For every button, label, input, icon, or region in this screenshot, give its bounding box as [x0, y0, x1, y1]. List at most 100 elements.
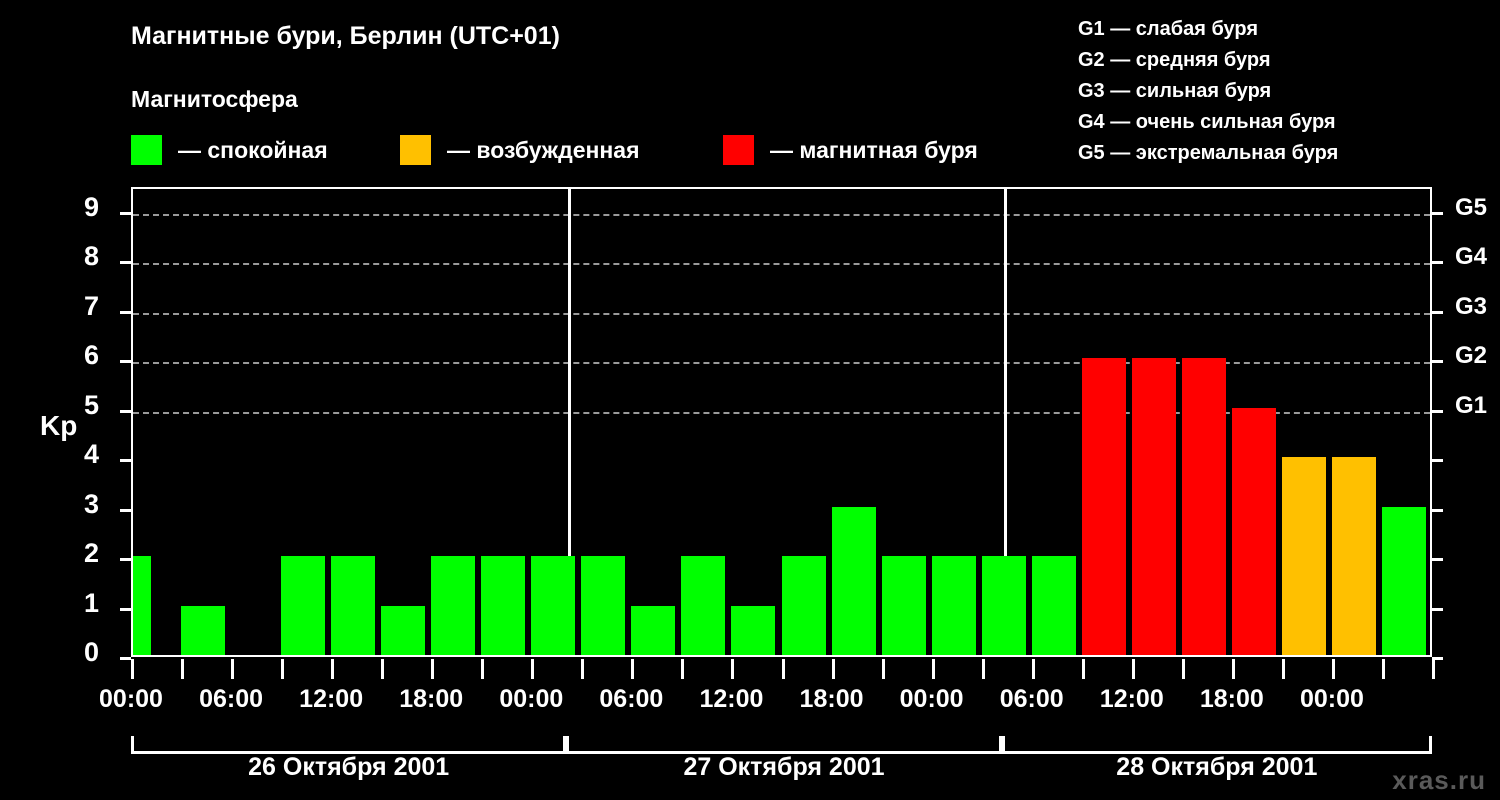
y-tick-label: 9 — [83, 191, 99, 222]
x-tick — [1131, 659, 1135, 679]
bar-kp-4 — [1281, 457, 1326, 655]
x-tick-label: 18:00 — [799, 685, 864, 713]
y-tick-8 — [120, 261, 131, 265]
x-tick-label: 00:00 — [99, 685, 163, 713]
x-tick — [331, 659, 335, 679]
right-tick-5 — [1432, 409, 1443, 413]
gridline-kp-7 — [133, 312, 1430, 315]
bar-kp-2 — [981, 556, 1026, 655]
y-tick-label: 8 — [83, 241, 99, 272]
day-label: 27 Октября 2001 — [683, 753, 885, 781]
g-axis-label-G5: G5 — [1455, 193, 1488, 221]
day-bracket-3 — [1001, 736, 1432, 754]
x-tick — [131, 659, 134, 679]
y-tick-1 — [120, 607, 131, 611]
x-tick-label: 18:00 — [1199, 685, 1264, 713]
bar-kp-2 — [581, 556, 626, 655]
bar-kp-1 — [731, 605, 776, 655]
section-subtitle: Магнитосфера — [131, 86, 298, 112]
right-tick-4 — [1432, 459, 1443, 463]
x-tick — [231, 659, 235, 679]
x-tick — [1381, 659, 1385, 679]
plot-area — [131, 187, 1432, 657]
x-tick-label: 00:00 — [899, 685, 964, 713]
gridline-kp-9 — [133, 213, 1430, 216]
bar-kp-5 — [1231, 407, 1276, 655]
x-tick — [731, 659, 735, 679]
right-tick-1 — [1432, 607, 1443, 611]
bar-kp-2 — [531, 556, 576, 655]
g-axis-label-G1: G1 — [1455, 391, 1488, 419]
right-tick-9 — [1432, 211, 1443, 215]
bar-kp-6 — [1181, 358, 1226, 655]
x-tick — [681, 659, 685, 679]
day-bracket-1 — [131, 736, 567, 754]
x-tick — [481, 659, 485, 679]
bar-series — [133, 189, 1430, 655]
g-scale-row-4: G4 — очень сильная буря — [1078, 111, 1336, 133]
x-tick-label: 00:00 — [1299, 685, 1364, 713]
legend-item-active: — возбужденная — [400, 135, 640, 165]
x-tick-label: 18:00 — [399, 685, 464, 713]
legend-swatch-active-icon — [400, 135, 431, 165]
right-tick-3 — [1432, 508, 1443, 512]
x-tick — [431, 659, 435, 679]
x-tick — [581, 659, 585, 679]
x-tick — [1281, 659, 1285, 679]
y-tick-5 — [120, 409, 131, 413]
day-label: 26 Октября 2001 — [248, 753, 450, 781]
day-bracket-2 — [566, 736, 1002, 754]
y-tick-label: 1 — [83, 587, 99, 618]
y-tick-label: 0 — [83, 637, 99, 667]
bar-kp-2 — [931, 556, 976, 655]
x-tick — [931, 659, 935, 679]
bar-kp-2 — [431, 556, 476, 655]
legend-item-quiet: — спокойная — [131, 135, 328, 165]
bar-kp-2 — [1031, 556, 1076, 655]
y-tick-label: 3 — [83, 488, 99, 519]
y-tick-label: 7 — [83, 290, 99, 321]
right-tick-0 — [1432, 657, 1443, 660]
x-tick-label: 00:00 — [499, 685, 564, 713]
y-tick-label: 2 — [83, 538, 99, 569]
bar-kp-4 — [1331, 457, 1376, 655]
bar-kp-1 — [631, 605, 676, 655]
day-label: 28 Октября 2001 — [1116, 753, 1318, 781]
y-tick-9 — [120, 211, 131, 215]
x-tick — [631, 659, 635, 679]
g-axis-label-G2: G2 — [1455, 342, 1488, 370]
y-tick-2 — [120, 558, 131, 562]
x-tick-label: 12:00 — [299, 685, 364, 713]
x-tick — [381, 659, 385, 679]
bar-kp-2 — [481, 556, 526, 655]
g-axis-label-G3: G3 — [1455, 292, 1488, 320]
legend-label: — магнитная буря — [770, 136, 978, 163]
day-separator-2 — [1003, 189, 1007, 655]
bar-kp-2 — [133, 556, 152, 655]
bar-kp-6 — [1081, 358, 1126, 655]
x-tick-label: 12:00 — [1099, 685, 1164, 713]
day-separator-1 — [568, 189, 572, 655]
legend-label: — возбужденная — [447, 136, 640, 163]
x-tick — [1181, 659, 1185, 679]
x-tick — [531, 659, 535, 679]
x-tick — [1432, 659, 1435, 679]
x-tick-label: 06:00 — [599, 685, 664, 713]
x-tick — [1031, 659, 1035, 679]
gridline-kp-6 — [133, 362, 1430, 365]
right-tick-7 — [1432, 310, 1443, 314]
g-scale-row-1: G1 — слабая буря — [1078, 18, 1259, 40]
x-tick — [181, 659, 185, 679]
x-tick — [781, 659, 785, 679]
y-tick-label: 4 — [83, 439, 99, 470]
bar-kp-2 — [331, 556, 376, 655]
y-tick-label: 6 — [83, 340, 99, 371]
y-tick-7 — [120, 310, 131, 314]
x-tick — [1331, 659, 1335, 679]
bar-kp-6 — [1131, 358, 1176, 655]
page-title: Магнитные бури, Берлин (UTC+01) — [131, 22, 560, 50]
legend-swatch-storm-icon — [723, 135, 754, 165]
x-tick-label: 06:00 — [199, 685, 264, 713]
legend-item-storm: — магнитная буря — [723, 135, 978, 165]
